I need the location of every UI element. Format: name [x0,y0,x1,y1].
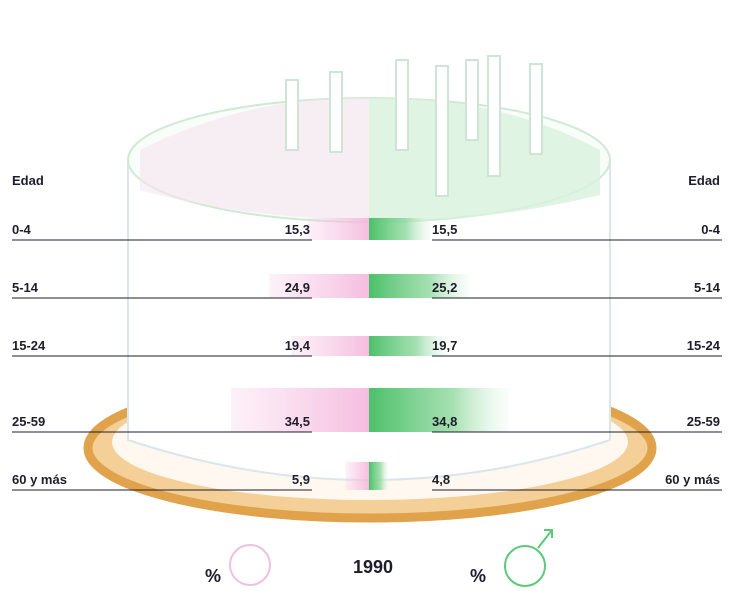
candle [529,63,543,155]
female-percent-label: % [205,566,221,586]
female-band [291,336,369,356]
male-band [369,388,509,432]
female-value-label: 24,9 [285,280,310,295]
left-category-label: 5-14 [12,280,39,295]
female-value-label: 34,5 [285,414,310,429]
female-value-label: 19,4 [285,338,311,353]
candle [487,55,501,177]
candle [285,79,299,151]
male-band [369,274,470,298]
female-symbol-icon [229,544,271,586]
left-category-label: 0-4 [12,222,32,237]
right-category-label: 60 y más [665,472,720,487]
male-band [369,218,431,240]
female-band [345,462,369,490]
male-value-label: 34,8 [432,414,457,429]
left-category-label: 25-59 [12,414,45,429]
male-symbol-icon [504,529,553,587]
candle [435,65,449,197]
male-value-label: 4,8 [432,472,450,487]
left-category-label: 15-24 [12,338,46,353]
footer: % 1990% [205,529,553,587]
male-value-label: 19,7 [432,338,457,353]
frosting-left [140,97,369,220]
male-percent-label: % [470,566,486,586]
candle [395,59,409,151]
candle [329,71,343,153]
candles [285,55,543,197]
label-layer: Edad Edad 0-4 0-4 15,3 15,5 5-14 5-14 24,9 25,2 15… [12,173,721,487]
female-band [269,274,369,298]
female-value-label: 15,3 [285,222,310,237]
left-category-label: 60 y más [12,472,67,487]
row-rules [12,239,722,491]
female-band [231,388,369,432]
male-band [369,336,448,356]
male-value-label: 25,2 [432,280,457,295]
band-layer [231,218,509,490]
year-label: 1990 [353,557,393,577]
right-category-label: 15-24 [687,338,721,353]
right-age-header: Edad [688,173,720,188]
female-value-label: 5,9 [292,472,310,487]
candle [465,59,479,141]
male-value-label: 15,5 [432,222,457,237]
female-band [307,218,369,240]
male-band [369,462,389,490]
right-category-label: 0-4 [701,222,721,237]
right-category-label: 25-59 [687,414,720,429]
right-category-label: 5-14 [694,280,721,295]
left-age-header: Edad [12,173,44,188]
